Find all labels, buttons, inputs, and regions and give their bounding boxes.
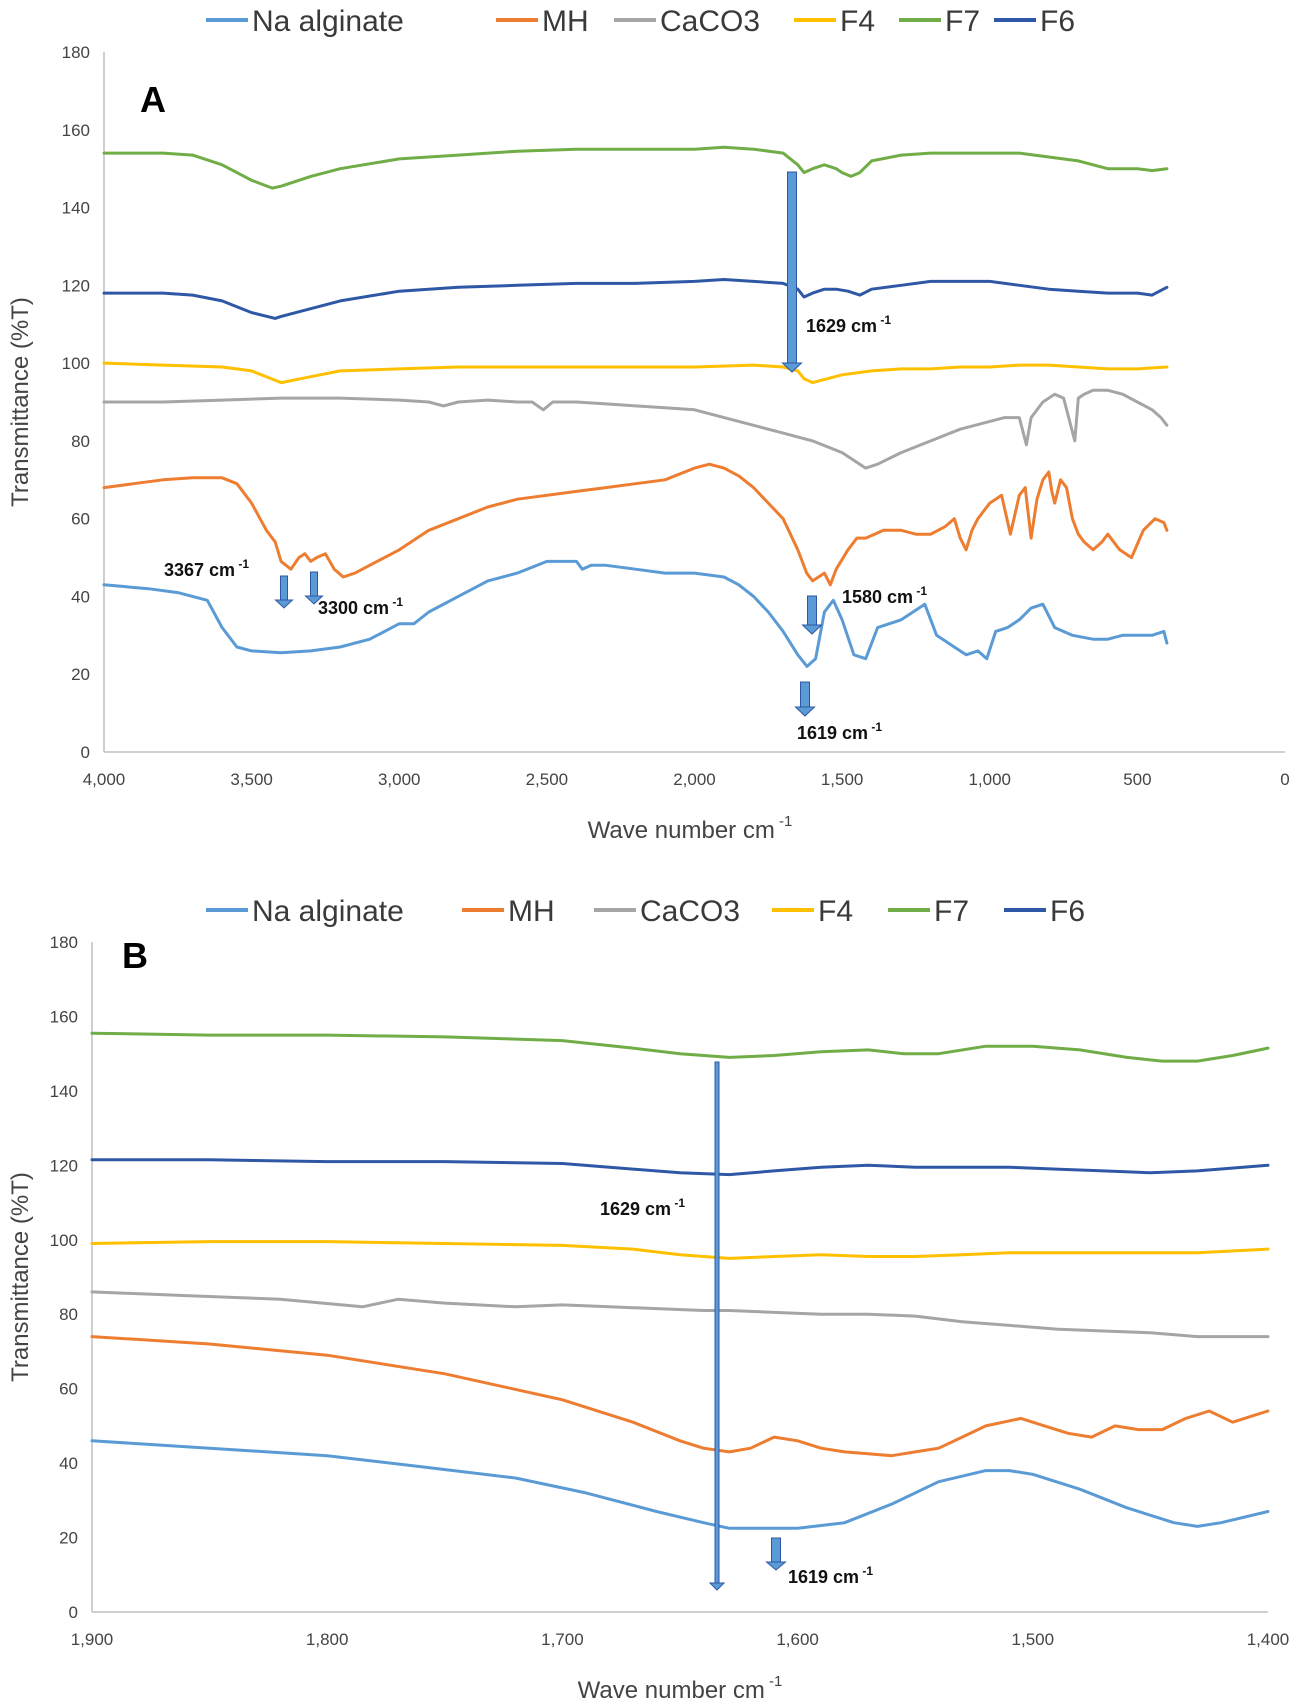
x-axis-title: Wave number cm -1 [578,1673,783,1704]
series-line-na-alginate [102,559,1169,668]
x-tick-label: 1,600 [776,1630,819,1649]
legend-entry: Na alginate [252,895,404,928]
annotation-arrow-head [801,624,823,635]
annotation-arrow-head [781,362,803,373]
annotation-arrow-shaft [807,595,817,626]
annotation-arrow-head [765,1561,787,1571]
y-tick-label: 40 [71,587,90,606]
annotation-arrow-shaft [714,1061,720,1584]
legend-entry: F7 [945,5,980,38]
series-line-f7 [102,145,1169,190]
annotation-arrow-shaft [280,575,288,601]
annotation-arrow-head [794,706,816,717]
y-tick-label: 140 [50,1082,78,1101]
series-line-f6 [102,278,1169,320]
y-tick-label: 20 [59,1529,78,1548]
y-tick-label: 80 [71,432,90,451]
y-tick-label: 180 [50,933,78,952]
legend-entry: CaCO3 [660,5,760,38]
x-tick-label: 2,000 [673,770,716,789]
y-tick-label: 140 [62,199,90,218]
x-tick-label: 1,400 [1247,1630,1290,1649]
y-tick-label: 180 [62,43,90,62]
legend-entry: Na alginate [252,5,404,38]
series-line-caco3 [102,388,1169,470]
y-tick-label: 120 [62,276,90,295]
x-tick-label: 1,500 [1012,1630,1055,1649]
x-tick-label: 2,500 [526,770,569,789]
x-tick-label: 0 [1280,770,1289,789]
series-line-f6 [90,1158,1270,1177]
series-line-f4 [90,1240,1270,1260]
annotation-arrow-shaft [787,171,797,364]
panel-letter: B [122,935,148,976]
annotation-arrow-shaft [310,571,318,597]
y-tick-label: 0 [69,1603,78,1622]
annotation-arrow-head [304,595,324,605]
annotation-label: 1629 cm -1 [806,313,891,336]
y-tick-label: 120 [50,1156,78,1175]
series-line-f4 [102,361,1169,385]
y-tick-label: 100 [50,1231,78,1250]
x-tick-label: 4,000 [83,770,126,789]
x-axis-title: Wave number cm -1 [588,813,793,844]
panel-letter: A [140,79,166,120]
y-tick-label: 80 [59,1305,78,1324]
x-tick-label: 1,800 [306,1630,349,1649]
series-line-f7 [90,1031,1270,1063]
legend-entry: MH [542,5,589,38]
chart-panel-a: 0 20 40 60 80 100 120 140 160 180 4,000 3,500 3,000 2… [7,5,1290,844]
legend-entry: F4 [840,5,875,38]
x-tick-label: 3,000 [378,770,421,789]
annotation-arrow-shaft [771,1537,781,1563]
legend-entry: F7 [934,895,969,928]
legend-entry: MH [508,895,555,928]
y-axis-title: Transmittance (%T) [7,1172,34,1382]
annotation-arrow-head [274,599,294,609]
x-tick-label: 500 [1123,770,1151,789]
y-tick-label: 160 [50,1007,78,1026]
y-tick-label: 100 [62,354,90,373]
legend-entry: F4 [818,895,853,928]
annotation-label: 3367 cm -1 [164,557,249,580]
x-tick-label: 1,900 [71,1630,114,1649]
series-line-caco3 [90,1290,1270,1339]
series-line-mh [102,462,1169,587]
x-tick-label: 1,700 [541,1630,584,1649]
annotation-label: 1629 cm -1 [600,1196,685,1219]
legend-entry: CaCO3 [640,895,740,928]
y-tick-label: 160 [62,121,90,140]
legend-entry: F6 [1040,5,1075,38]
annotation-label: 1619 cm -1 [797,720,882,743]
y-tick-label: 60 [59,1380,78,1399]
y-tick-label: 0 [81,743,90,762]
y-tick-label: 20 [71,665,90,684]
annotation-arrow-shaft [800,681,810,708]
annotation-label: 1619 cm -1 [788,1564,873,1587]
annotation-arrow-head [708,1582,726,1591]
y-tick-label: 40 [59,1454,78,1473]
y-tick-label: 60 [71,510,90,529]
series-line-mh [90,1335,1270,1458]
x-tick-label: 1,500 [821,770,864,789]
series-line-na-alginate [90,1439,1270,1530]
x-tick-label: 1,000 [968,770,1011,789]
legend-entry: F6 [1050,895,1085,928]
annotation-label: 3300 cm -1 [318,595,403,618]
y-axis-title: Transmittance (%T) [7,297,34,507]
chart-panel-b: 0 20 40 60 80 100 120 140 160 180 1,900 1,800 1,700 1… [7,895,1289,1704]
x-tick-label: 3,500 [230,770,273,789]
annotation-label: 1580 cm -1 [842,584,927,607]
